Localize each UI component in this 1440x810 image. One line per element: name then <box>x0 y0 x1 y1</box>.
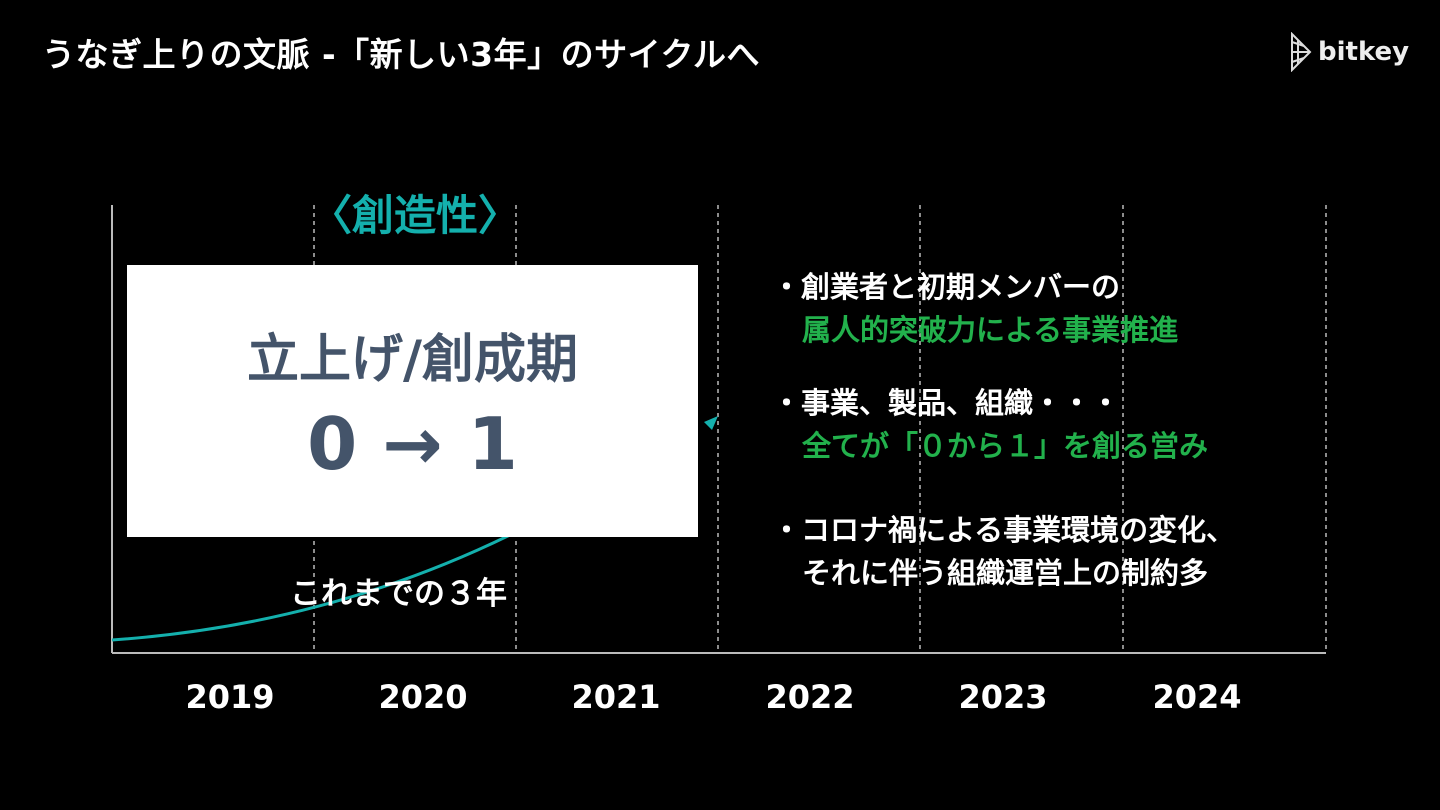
bullet-line: ・コロナ禍による事業環境の変化、 <box>772 513 1236 547</box>
growth-arrow-tip <box>704 416 718 430</box>
bullet-line: それに伴う組織運営上の制約多 <box>802 556 1209 590</box>
phase-heading: 立上げ/創成期 <box>247 330 578 390</box>
bullet-item: ・創業者と初期メンバーの 属人的突破力による事業推進 <box>772 266 1178 352</box>
bullet-line: ・創業者と初期メンバーの <box>772 270 1121 304</box>
growth-curve <box>111 498 561 642</box>
logo-text: bitkey <box>1318 37 1410 67</box>
year-label: 2024 <box>1152 678 1242 716</box>
bitkey-logo: bitkey <box>1290 32 1409 72</box>
bullet-highlight: 属人的突破力による事業推進 <box>802 313 1179 347</box>
bitkey-logo-icon <box>1291 32 1312 72</box>
year-label: 2023 <box>958 678 1048 716</box>
bullet-item: ・事業、製品、組織・・・ 全てが「０から１」を創る営み <box>772 382 1208 468</box>
bullet-line: ・事業、製品、組織・・・ <box>772 386 1121 420</box>
year-label: 2022 <box>765 678 855 716</box>
phase-value: 0 → 1 <box>307 402 518 486</box>
year-label: 2021 <box>571 678 661 716</box>
phase-box: 立上げ/創成期 0 → 1 <box>127 265 698 537</box>
period-label: これまでの３年 <box>290 576 507 612</box>
bullet-item: ・コロナ禍による事業環境の変化、 それに伴う組織運営上の制約多 <box>772 509 1235 595</box>
year-label: 2019 <box>185 678 275 716</box>
bullet-highlight: 全てが「０から１」を創る営み <box>802 429 1209 463</box>
year-label: 2020 <box>378 678 468 716</box>
slide-title: うなぎ上りの文脈 -「新しい3年」のサイクルへ <box>42 35 760 74</box>
category-label: 〈創造性〉 <box>309 191 520 240</box>
